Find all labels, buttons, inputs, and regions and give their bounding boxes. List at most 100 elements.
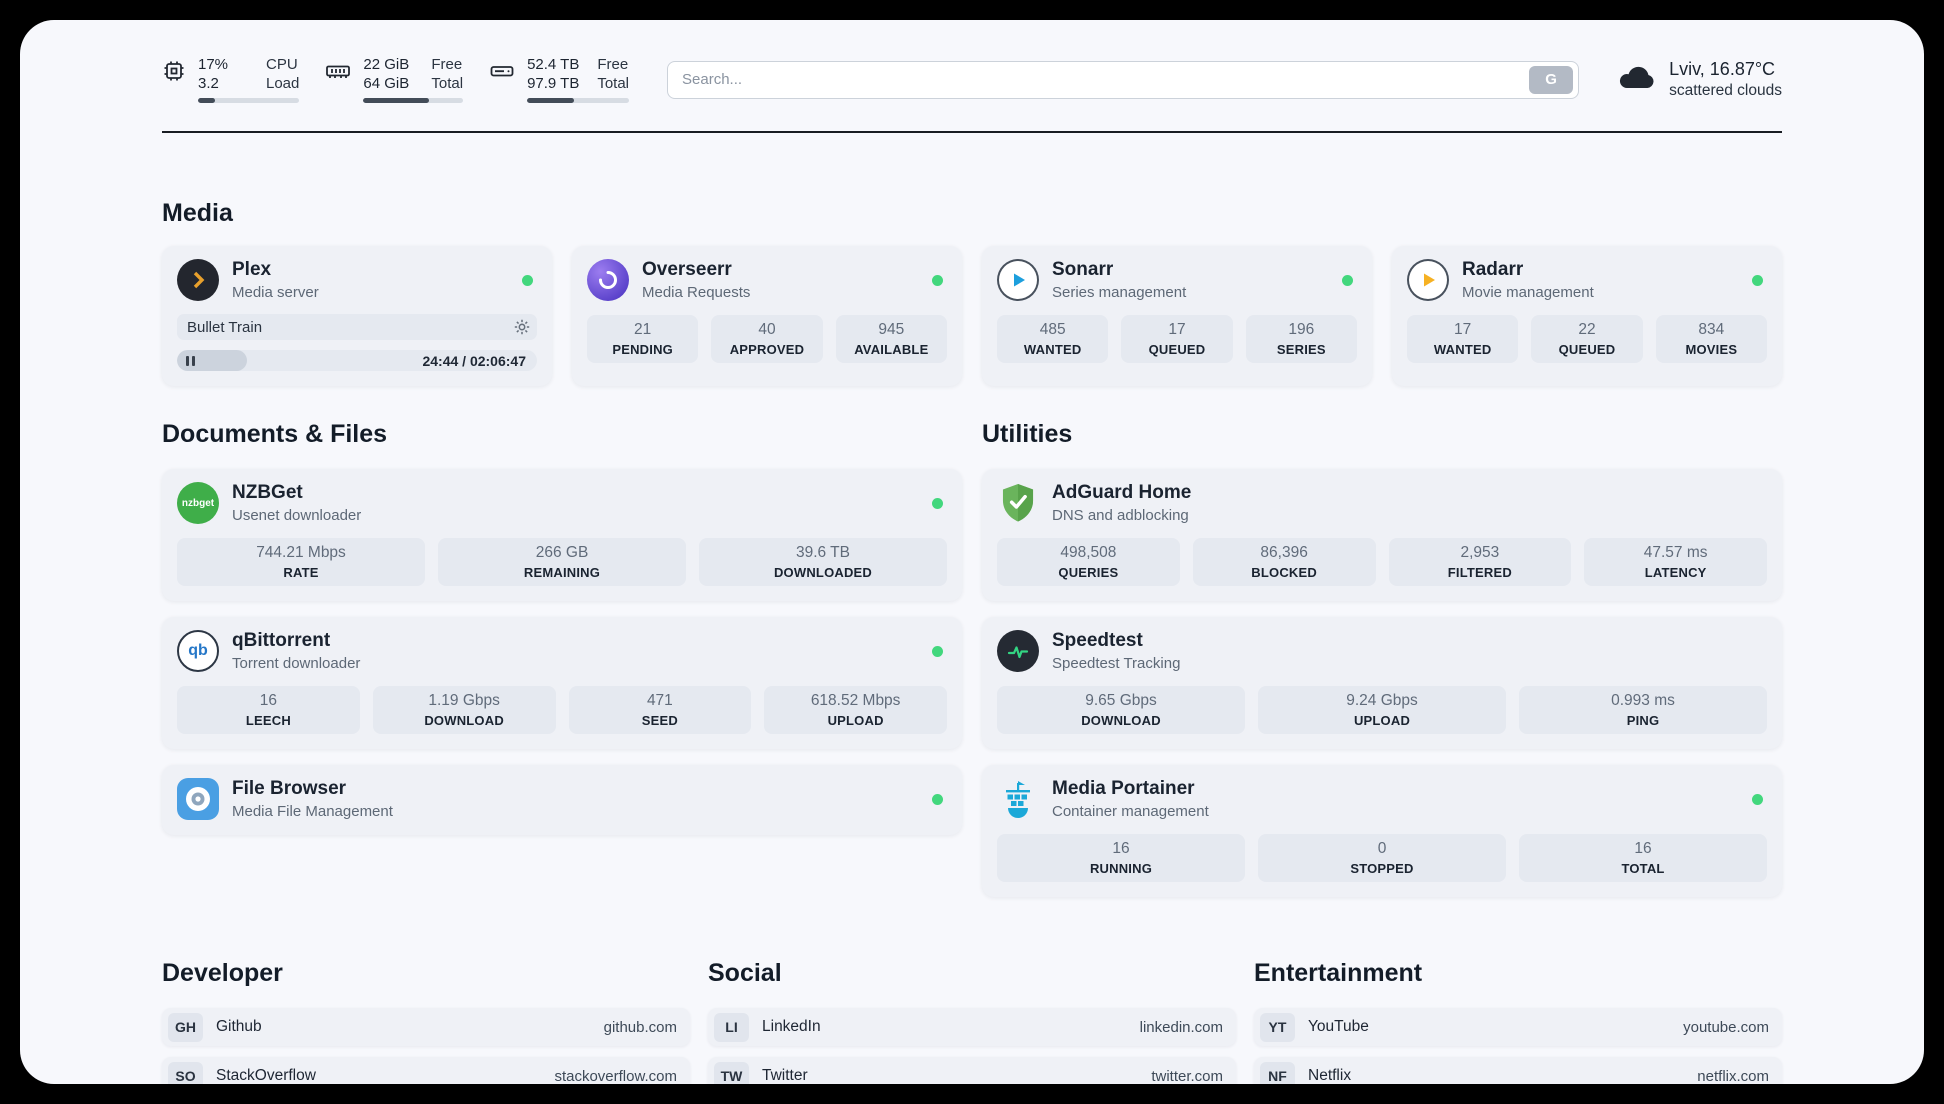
bookmark-stackoverflow[interactable]: SO StackOverflow stackoverflow.com <box>162 1057 690 1084</box>
bookmark-abbr: NF <box>1260 1061 1295 1084</box>
stat-value: 9.24 Gbps <box>1346 692 1418 709</box>
status-dot <box>522 274 533 286</box>
cpu-usage-value: 17% <box>198 56 229 73</box>
stat-value: 0 <box>1377 840 1387 857</box>
status-dot <box>932 497 943 509</box>
app-name: NZBGet <box>232 482 303 503</box>
stat-label: DOWNLOAD <box>1081 713 1161 728</box>
stat-value: 196 <box>1288 321 1315 338</box>
stat-label: STOPPED <box>1350 861 1414 876</box>
bookmark-url: github.com <box>603 1018 677 1036</box>
weather-location: Lviv, 16.87°C <box>1669 59 1776 79</box>
app-name: File Browser <box>232 778 347 799</box>
bookmark-abbr: SO <box>168 1061 203 1084</box>
bookmark-url: youtube.com <box>1683 1018 1769 1036</box>
stat-value: 471 <box>646 692 673 709</box>
stat-value: 485 <box>1039 321 1066 338</box>
playback-progress-bar: 24:44 / 02:06:47 <box>177 350 537 371</box>
bookmark-url: linkedin.com <box>1139 1018 1223 1036</box>
speedtest-icon <box>997 630 1039 672</box>
utilities-column: Utilities AdGuard Home DNS and adblockin… <box>982 420 1782 897</box>
stat-value: 22 <box>1578 321 1596 338</box>
stat-box: 40 APPROVED <box>711 315 823 363</box>
app-name: Media Portainer <box>1052 778 1195 799</box>
app-card-overseerr[interactable]: Overseerr Media Requests 21 PENDING 40 A… <box>572 246 962 386</box>
media-grid: Plex Media server Bullet Train 24:44 / 0… <box>162 246 1782 386</box>
bookmark-url: stackoverflow.com <box>554 1067 677 1085</box>
app-subtitle: Speedtest Tracking <box>1052 655 1181 672</box>
section-title-entertainment: Entertainment <box>1254 959 1423 987</box>
adguard-icon <box>997 482 1039 524</box>
nzbget-icon: nzbget <box>177 482 219 524</box>
stat-label: WANTED <box>1433 342 1492 357</box>
stat-box: 744.21 Mbps RATE <box>177 538 425 586</box>
app-card-portainer[interactable]: Media Portainer Container management 16 … <box>982 765 1782 897</box>
bookmark-abbr: YT <box>1260 1012 1295 1042</box>
stat-value: 2,953 <box>1460 544 1500 561</box>
app-name: Sonarr <box>1052 259 1114 280</box>
app-subtitle: Torrent downloader <box>232 655 361 672</box>
qbittorrent-icon: qb <box>177 630 219 672</box>
plex-icon <box>177 259 219 301</box>
bookmark-url: twitter.com <box>1151 1067 1223 1085</box>
search-input[interactable] <box>682 71 1530 88</box>
app-name: qBittorrent <box>232 630 331 651</box>
filebrowser-icon <box>177 778 219 820</box>
stat-label: WANTED <box>1023 342 1082 357</box>
app-card-radarr[interactable]: Radarr Movie management 17 WANTED 22 QUE… <box>1392 246 1782 386</box>
stat-box: 86,396 BLOCKED <box>1192 538 1376 586</box>
stat-value: 945 <box>878 321 905 338</box>
stat-box: 618.52 Mbps UPLOAD <box>764 686 947 734</box>
bookmark-linkedin[interactable]: LI LinkedIn linkedin.com <box>708 1008 1236 1046</box>
bookmark-abbr: LI <box>714 1012 749 1042</box>
stat-value: 9.65 Gbps <box>1085 692 1157 709</box>
stat-box: 39.6 TB DOWNLOADED <box>699 538 947 586</box>
ram-total-label: Total <box>431 75 464 92</box>
app-name: Speedtest <box>1052 630 1143 651</box>
bookmark-github[interactable]: GH Github github.com <box>162 1008 690 1046</box>
app-name: Overseerr <box>642 259 732 280</box>
stat-label: RUNNING <box>1089 861 1153 876</box>
gear-icon[interactable] <box>513 318 531 336</box>
app-name: Radarr <box>1462 259 1524 280</box>
status-dot <box>932 793 943 805</box>
stat-box: 1.19 Gbps DOWNLOAD <box>372 686 556 734</box>
stat-box: 21 PENDING <box>587 315 699 363</box>
section-title-utilities: Utilities <box>982 420 1073 448</box>
pause-icon[interactable] <box>186 355 195 366</box>
app-card-plex[interactable]: Plex Media server Bullet Train 24:44 / 0… <box>162 246 552 386</box>
stat-value: 39.6 TB <box>795 544 850 561</box>
bookmark-netflix[interactable]: NF Netflix netflix.com <box>1254 1057 1782 1084</box>
app-card-qbittorrent[interactable]: qb qBittorrent Torrent downloader 16 LEE… <box>162 617 962 749</box>
stat-label: SERIES <box>1276 342 1326 357</box>
bookmark-youtube[interactable]: YT YouTube youtube.com <box>1254 1008 1782 1046</box>
bookmark-twitter[interactable]: TW Twitter twitter.com <box>708 1057 1236 1084</box>
app-card-nzbget[interactable]: nzbget NZBGet Usenet downloader 744.21 M… <box>162 469 962 601</box>
status-dot <box>1752 274 1763 286</box>
stat-value: 47.57 ms <box>1643 544 1708 561</box>
app-card-sonarr[interactable]: Sonarr Series management 485 WANTED 17 Q… <box>982 246 1372 386</box>
top-bar: 17% 3.2 CPU Load <box>162 20 1782 103</box>
stat-value: 17 <box>1168 321 1186 338</box>
playback-progress-fill <box>177 350 248 371</box>
cpu-load-label: Load <box>266 75 300 92</box>
stat-value: 16 <box>1112 840 1130 857</box>
search-bar: G <box>667 60 1580 99</box>
stat-label: AVAILABLE <box>854 342 929 357</box>
status-dot <box>932 645 943 657</box>
overseerr-icon <box>587 259 629 301</box>
ram-free-value: 22 GiB <box>363 56 410 73</box>
stat-box: 2,953 FILTERED <box>1388 538 1572 586</box>
app-card-filebrowser[interactable]: File Browser Media File Management <box>162 765 962 835</box>
stat-box: 471 SEED <box>568 686 752 734</box>
app-card-adguard[interactable]: AdGuard Home DNS and adblocking 498,508 … <box>982 469 1782 601</box>
search-engine-button[interactable]: G <box>1529 65 1574 94</box>
ram-widget: 22 GiB 64 GiB Free Total <box>325 56 464 103</box>
app-name: Plex <box>232 259 272 280</box>
stat-label: QUEUED <box>1148 342 1206 357</box>
app-card-speedtest[interactable]: Speedtest Speedtest Tracking 9.65 Gbps D… <box>982 617 1782 749</box>
stat-label: TOTAL <box>1621 861 1665 876</box>
stat-label: LATENCY <box>1644 565 1707 580</box>
playback-time: 24:44 / 02:06:47 <box>422 352 526 369</box>
stat-value: 0.993 ms <box>1611 692 1675 709</box>
